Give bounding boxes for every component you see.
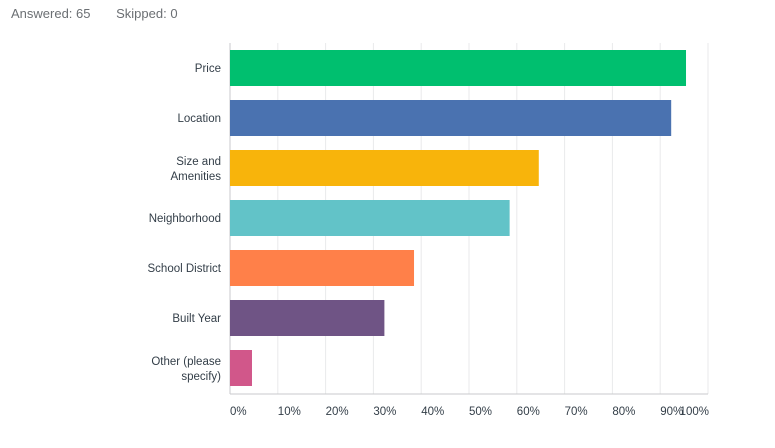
x-tick-label: 90%: [660, 406, 683, 418]
category-label: Location: [178, 113, 221, 125]
x-tick-label: 80%: [612, 406, 635, 418]
skipped-count: Skipped: 0: [116, 6, 178, 21]
bar: [230, 100, 672, 136]
x-tick-label: 40%: [421, 406, 444, 418]
x-tick-label: 100%: [680, 406, 709, 418]
category-label: Neighborhood: [149, 213, 221, 225]
category-label: Other (please specify): [151, 356, 221, 383]
x-tick-label: 50%: [469, 406, 492, 418]
bar: [230, 50, 687, 86]
x-tick-label: 30%: [373, 406, 396, 418]
category-label: Built Year: [172, 313, 221, 325]
bar: [230, 300, 385, 336]
x-tick-label: 60%: [517, 406, 540, 418]
category-label: Price: [195, 63, 221, 75]
x-tick-label: 0%: [230, 406, 247, 418]
bar: [230, 150, 539, 186]
category-label: Size and Amenities: [171, 156, 222, 183]
bar: [230, 250, 415, 286]
bar: [230, 350, 252, 386]
x-tick-label: 70%: [565, 406, 588, 418]
bar: [230, 200, 510, 236]
category-label: School District: [148, 263, 222, 275]
x-tick-label: 20%: [326, 406, 349, 418]
answered-count: Answered: 65: [11, 6, 91, 21]
response-summary: Answered: 65 Skipped: 0: [11, 6, 200, 21]
x-tick-label: 10%: [278, 406, 301, 418]
